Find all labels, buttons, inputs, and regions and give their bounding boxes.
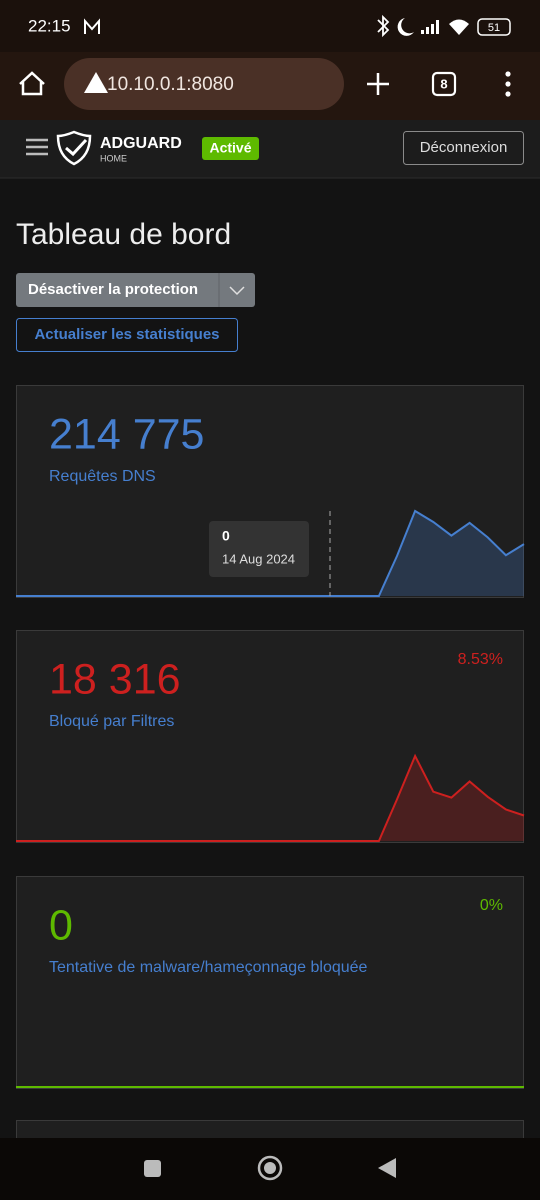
bluetooth-icon (377, 14, 390, 38)
logo-shield (56, 130, 92, 166)
refresh-text: Actualiser les statistiques (34, 326, 219, 343)
recents-button[interactable] (144, 1160, 161, 1177)
refresh-button[interactable] (16, 318, 238, 352)
tab-count: 8 (440, 76, 447, 91)
disable-button[interactable] (16, 273, 255, 307)
tabs-button[interactable] (431, 71, 457, 97)
tooltip (209, 521, 309, 577)
battery-level: 51 (488, 22, 500, 34)
url: 10.10.0.1:8080 (107, 74, 234, 95)
home-button[interactable] (19, 71, 45, 96)
back-button[interactable] (378, 1158, 396, 1178)
status-badge (202, 137, 259, 160)
sparkline (16, 753, 525, 842)
card-value: 214 775 (49, 410, 204, 458)
card-label: Requêtes DNS (49, 468, 156, 485)
app-header (0, 120, 540, 178)
card-value: 18 316 (49, 655, 181, 703)
brand: ADGUARD (100, 135, 182, 152)
warning-icon (84, 72, 108, 93)
dnd-icon (397, 18, 414, 36)
disable-text: Désactiver la protection (28, 281, 198, 298)
hamburger-button[interactable] (26, 138, 48, 156)
sparkline-area (16, 756, 524, 841)
home-nav-dot (264, 1162, 276, 1174)
logo-check (65, 138, 88, 157)
card-percent: 0% (480, 897, 503, 914)
clock: 22:15 (28, 16, 71, 35)
card-value: 0 (49, 901, 73, 949)
brand-sub: HOME (100, 153, 127, 163)
new-tab-button[interactable] (367, 73, 389, 95)
card-percent: 8.53% (458, 651, 503, 668)
signal-icon (421, 20, 439, 34)
logout-button[interactable] (403, 131, 524, 165)
card-label: Bloqué par Filtres (49, 713, 174, 730)
tooltip-date: 14 Aug 2024 (222, 551, 295, 566)
menu-button[interactable] (505, 71, 511, 97)
card (16, 630, 524, 843)
logout-text: Déconnexion (420, 139, 508, 156)
battery-icon (477, 18, 511, 36)
sparkline-area (16, 511, 524, 596)
home-nav-button[interactable] (257, 1155, 283, 1181)
url-bar[interactable] (64, 58, 344, 110)
tooltip-value: 0 (222, 528, 230, 544)
status-text: Activé (209, 140, 251, 156)
sparkline (16, 509, 525, 597)
page-title: Tableau de bord (16, 218, 231, 251)
mail-icon (84, 18, 100, 34)
wifi-icon (449, 19, 469, 35)
dropdown-caret[interactable] (229, 286, 245, 296)
card (16, 876, 524, 1089)
card-label: Tentative de malware/hameçonnage bloquée (49, 959, 368, 976)
